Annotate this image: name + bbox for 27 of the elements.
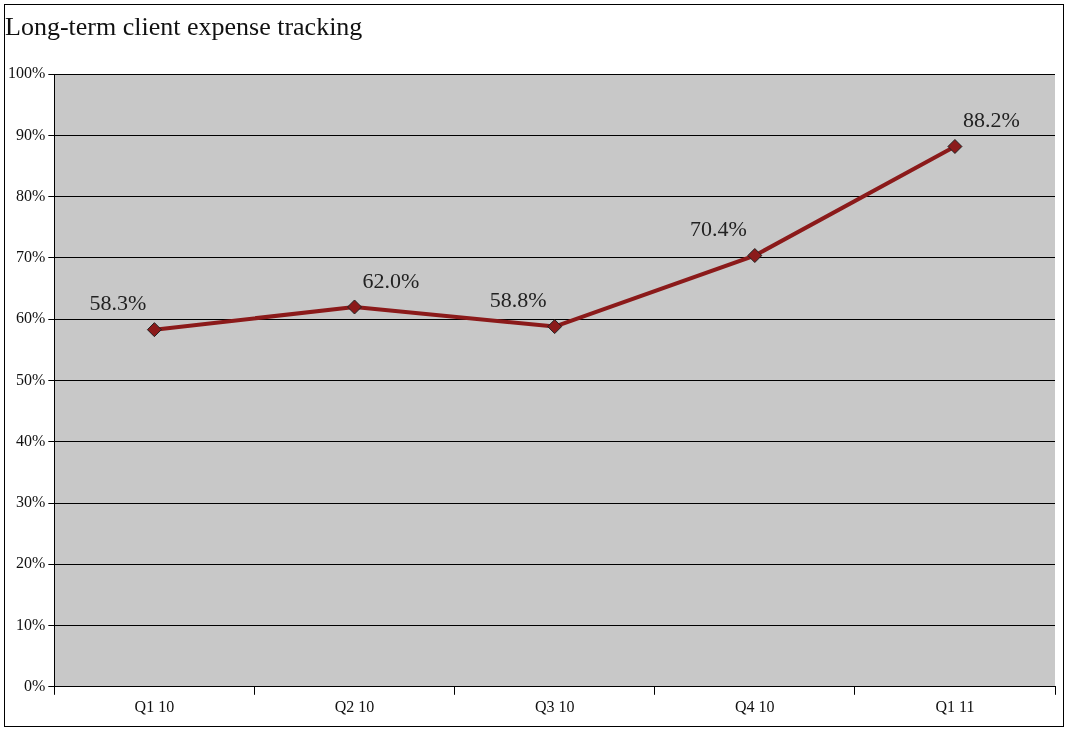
x-tick-label: Q4 10 — [735, 697, 775, 715]
data-label: 58.3% — [89, 290, 147, 316]
y-tick-label: 40% — [16, 431, 46, 449]
y-tick-label: 0% — [24, 677, 46, 694]
data-label: 62.0% — [362, 267, 420, 293]
x-tick-label: Q1 10 — [134, 697, 175, 715]
data-label: 70.4% — [689, 216, 747, 242]
y-tick-label: 100% — [8, 64, 46, 82]
x-tick-label: Q1 11 — [935, 697, 975, 715]
y-tick-label: 70% — [16, 248, 46, 266]
chart-title: Long-term client expense tracking — [5, 12, 363, 42]
data-label: 88.2% — [962, 107, 1020, 133]
point — [747, 248, 763, 264]
y-tick-label: 10% — [16, 615, 46, 633]
x-tick-label: Q2 10 — [334, 697, 375, 715]
y-tick-label: 20% — [16, 554, 46, 572]
y-tick-label: 30% — [16, 493, 46, 511]
point — [547, 319, 563, 335]
x-tick-label: Q3 10 — [534, 697, 575, 715]
point — [146, 322, 162, 338]
y-tick-label: 80% — [16, 186, 46, 204]
y-tick-label: 90% — [16, 125, 46, 143]
point — [347, 299, 363, 315]
y-tick-label: 50% — [16, 370, 46, 388]
y-tick-label: 60% — [16, 309, 46, 327]
data-label: 58.8% — [489, 287, 547, 313]
point — [947, 138, 963, 154]
